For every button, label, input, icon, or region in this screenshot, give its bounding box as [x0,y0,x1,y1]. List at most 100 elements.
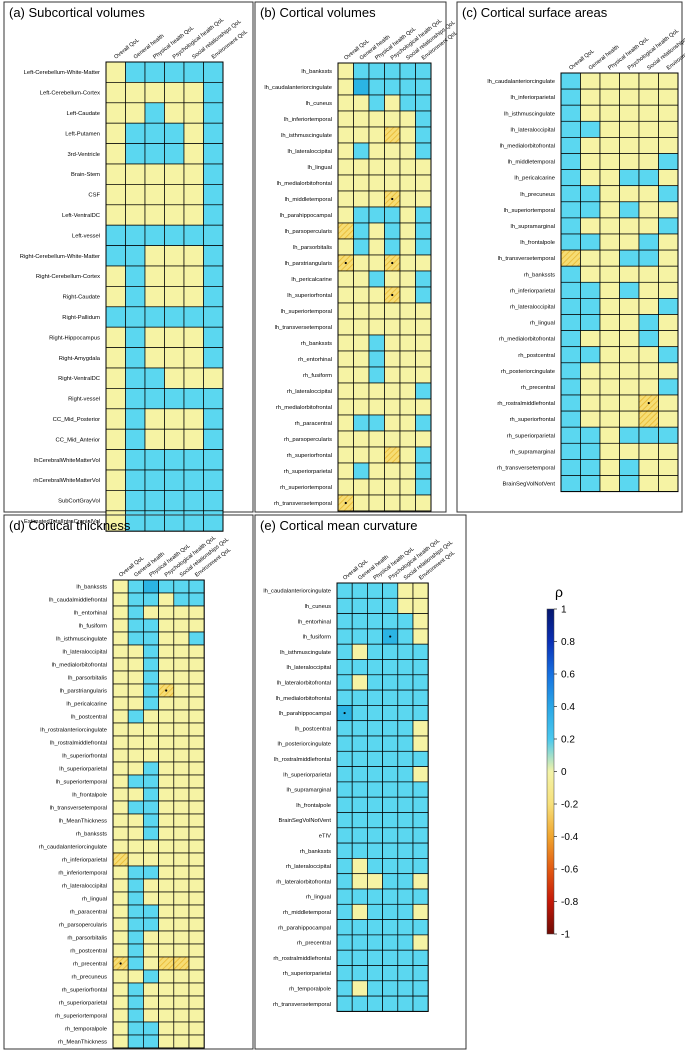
heatmap-cell [158,579,175,594]
row-label: rh_bankssts [524,272,555,278]
heatmap-cell [127,683,144,698]
heatmap-cell [580,72,601,90]
heatmap-cell [203,347,224,369]
heatmap-cell [384,126,401,144]
heatmap-cell [203,388,224,410]
heatmap-cell [125,490,146,512]
row-label: Left-Putamen [65,131,100,137]
row-label: Right-Cerebellum-White-Matter [20,254,100,260]
heatmap-cell [638,153,659,170]
heatmap-cell [105,204,126,226]
row-label: Left-vessel [72,233,100,239]
heatmap-cell [560,410,581,428]
heatmap-cell [580,169,601,187]
heatmap-cell [599,330,620,348]
heatmap-cell [173,917,190,932]
heatmap-cell [658,330,679,348]
heatmap-cell [384,366,401,384]
heatmap-cell [382,796,399,813]
significance-marker [391,261,394,265]
heatmap-cell [351,888,368,905]
heatmap-cell [183,184,204,206]
colorbar-tick-label: -0.6 [561,865,579,876]
heatmap-cell [619,298,640,315]
row-label: lh_parahippocampal [280,213,332,219]
heatmap-cell [351,812,368,829]
heatmap-cell [638,120,659,138]
heatmap-cell [112,735,129,750]
heatmap-cell [112,774,129,789]
heatmap-cell [125,204,146,226]
heatmap-cell [183,469,204,491]
heatmap-cell [580,410,601,428]
heatmap-cell [173,826,190,841]
row-label: lh_inferiorparietal [511,95,555,101]
heatmap-cell [183,510,204,532]
heatmap-cell [127,904,144,919]
heatmap-cell [127,1008,144,1023]
heatmap-cell [112,579,129,594]
heatmap-cell [619,426,640,444]
heatmap-cell [173,800,190,815]
row-label: Right-VentralDC [58,376,100,382]
heatmap-cell [560,459,581,476]
heatmap-cell [336,766,353,783]
heatmap-cell [173,995,190,1010]
significance-marker [344,501,347,505]
heatmap-cell [105,306,126,328]
row-label: rh_postcentral [70,949,107,955]
heatmap-cell [188,735,205,750]
heatmap-cell [560,185,581,203]
heatmap-cell [173,748,190,763]
heatmap-cell [351,750,368,767]
heatmap-cell [144,388,165,410]
heatmap-cell [560,378,581,396]
heatmap-cell [183,286,204,308]
row-label: rh_posteriorcingulate [501,369,555,375]
colorbar-tick-label: 0.8 [561,637,575,648]
heatmap-cell [580,217,601,235]
heatmap-cell [158,800,175,815]
heatmap-cell [560,120,581,138]
row-label: rh_lingual [306,895,331,901]
heatmap-cell [397,705,414,722]
heatmap-cell [127,956,144,971]
heatmap-cell [188,644,205,659]
heatmap-cell [560,104,581,122]
heatmap-cell [560,201,581,219]
heatmap-cell [415,494,432,512]
heatmap-cell [412,980,429,997]
panel-frame [254,514,467,1050]
heatmap-cell [399,62,416,80]
heatmap-cell [384,478,401,496]
heatmap-cell [351,643,368,660]
row-label: lh_lingual [308,165,333,171]
heatmap-cell [351,796,368,813]
heatmap-cell [143,969,159,984]
heatmap-cell [599,459,620,476]
heatmap-cell [183,224,204,246]
heatmap-cell [336,965,353,982]
heatmap-cell [127,1034,144,1049]
row-label: rh_transversetemporal [497,465,555,471]
heatmap-cell [183,388,204,410]
heatmap-cell [638,217,659,235]
heatmap-cell [397,842,414,859]
heatmap-cell [412,842,429,859]
row-label: rh_lingual [82,897,107,903]
heatmap-cell [143,800,159,815]
heatmap-cell [658,394,679,412]
heatmap-cell [412,628,429,645]
row-label: lh_parsorbitalis [68,676,107,682]
row-label: lh_rostralmiddlefrontal [50,741,107,747]
heatmap-cell [382,674,399,691]
heatmap-cell [203,224,224,246]
row-label: rh_superiorfrontal [62,988,107,994]
heatmap-cell [158,774,175,789]
row-label: lh_caudalanteriorcingulate [487,79,555,85]
row-label: rh_superiorfrontal [510,417,555,423]
heatmap-cell [337,462,354,480]
heatmap-cell [188,852,205,867]
heatmap-cell [183,367,204,389]
heatmap-cell [412,766,429,783]
